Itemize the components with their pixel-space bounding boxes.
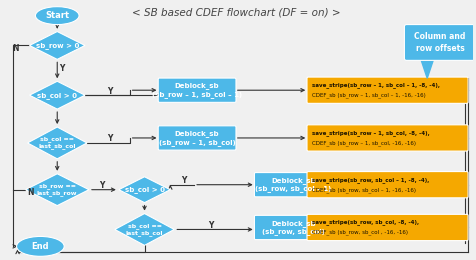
Text: sb_col > 0: sb_col > 0 — [125, 186, 165, 193]
Polygon shape — [421, 60, 433, 78]
Text: N: N — [12, 44, 19, 53]
Text: Deblock_sb
(sb_row, sb_col – 1): Deblock_sb (sb_row, sb_col – 1) — [255, 177, 331, 192]
Text: CDEF_sb (sb_row, sb_col – 1, -16, -16): CDEF_sb (sb_row, sb_col – 1, -16, -16) — [312, 187, 416, 192]
Text: < SB based CDEF flowchart (DF = on) >: < SB based CDEF flowchart (DF = on) > — [132, 8, 341, 18]
Polygon shape — [28, 127, 87, 159]
Text: save_stripe(sb_row, sb_col, -8, -4),: save_stripe(sb_row, sb_col, -8, -4), — [312, 219, 419, 225]
Text: CDEF_sb (sb_row, sb_col , -16, -16): CDEF_sb (sb_row, sb_col , -16, -16) — [312, 230, 408, 235]
Text: save_stripe(sb_row – 1, sb_col – 1, -8, -4),: save_stripe(sb_row – 1, sb_col – 1, -8, … — [312, 82, 440, 88]
Text: Column and
row offsets: Column and row offsets — [415, 32, 466, 53]
Ellipse shape — [35, 7, 79, 24]
FancyBboxPatch shape — [307, 77, 468, 103]
Text: sb_col > 0: sb_col > 0 — [37, 92, 77, 99]
Text: End: End — [31, 242, 49, 251]
Text: Y: Y — [181, 176, 187, 185]
Text: sb_row > 0: sb_row > 0 — [36, 42, 79, 49]
Text: Y: Y — [107, 87, 112, 96]
Text: Deblock_sb
(sb_row – 1, sb_col – 1): Deblock_sb (sb_row – 1, sb_col – 1) — [152, 82, 242, 98]
Text: CDEF_sb (sb_row – 1, sb_col – 1, -16, -16): CDEF_sb (sb_row – 1, sb_col – 1, -16, -1… — [312, 92, 426, 98]
Text: Deblock_sb
(sb_row – 1, sb_col): Deblock_sb (sb_row – 1, sb_col) — [159, 130, 236, 146]
Polygon shape — [26, 174, 89, 206]
Polygon shape — [115, 213, 174, 245]
Text: Y: Y — [208, 221, 214, 230]
FancyBboxPatch shape — [405, 24, 476, 60]
FancyBboxPatch shape — [255, 173, 332, 197]
Polygon shape — [30, 81, 85, 109]
FancyBboxPatch shape — [158, 126, 236, 150]
Text: save_stripe(sb_row – 1, sb_col, -8, -4),: save_stripe(sb_row – 1, sb_col, -8, -4), — [312, 130, 430, 136]
FancyBboxPatch shape — [307, 214, 468, 240]
Text: Y: Y — [60, 64, 65, 73]
FancyBboxPatch shape — [255, 215, 332, 240]
Text: Start: Start — [45, 11, 69, 20]
Text: sb_col ==
last_sb_col: sb_col == last_sb_col — [39, 136, 76, 149]
Text: save_stripe(sb_row, sb_col – 1, -8, -4),: save_stripe(sb_row, sb_col – 1, -8, -4), — [312, 177, 429, 183]
Polygon shape — [119, 177, 170, 203]
Text: sb_col ==
last_sb_col: sb_col == last_sb_col — [126, 223, 163, 236]
FancyBboxPatch shape — [307, 125, 468, 151]
Ellipse shape — [17, 236, 64, 256]
Text: Deblock_sb
(sb_row, sb_col): Deblock_sb (sb_row, sb_col) — [262, 220, 325, 235]
Text: sb_row ==
last_sb_row: sb_row == last_sb_row — [37, 183, 78, 196]
Text: Y: Y — [107, 134, 112, 144]
FancyBboxPatch shape — [307, 172, 468, 198]
Text: Y: Y — [99, 181, 105, 190]
FancyBboxPatch shape — [158, 78, 236, 102]
Text: CDEF_sb (sb_row – 1, sb_col, -16, -16): CDEF_sb (sb_row – 1, sb_col, -16, -16) — [312, 140, 416, 146]
Text: N: N — [27, 188, 34, 197]
Polygon shape — [30, 31, 85, 59]
